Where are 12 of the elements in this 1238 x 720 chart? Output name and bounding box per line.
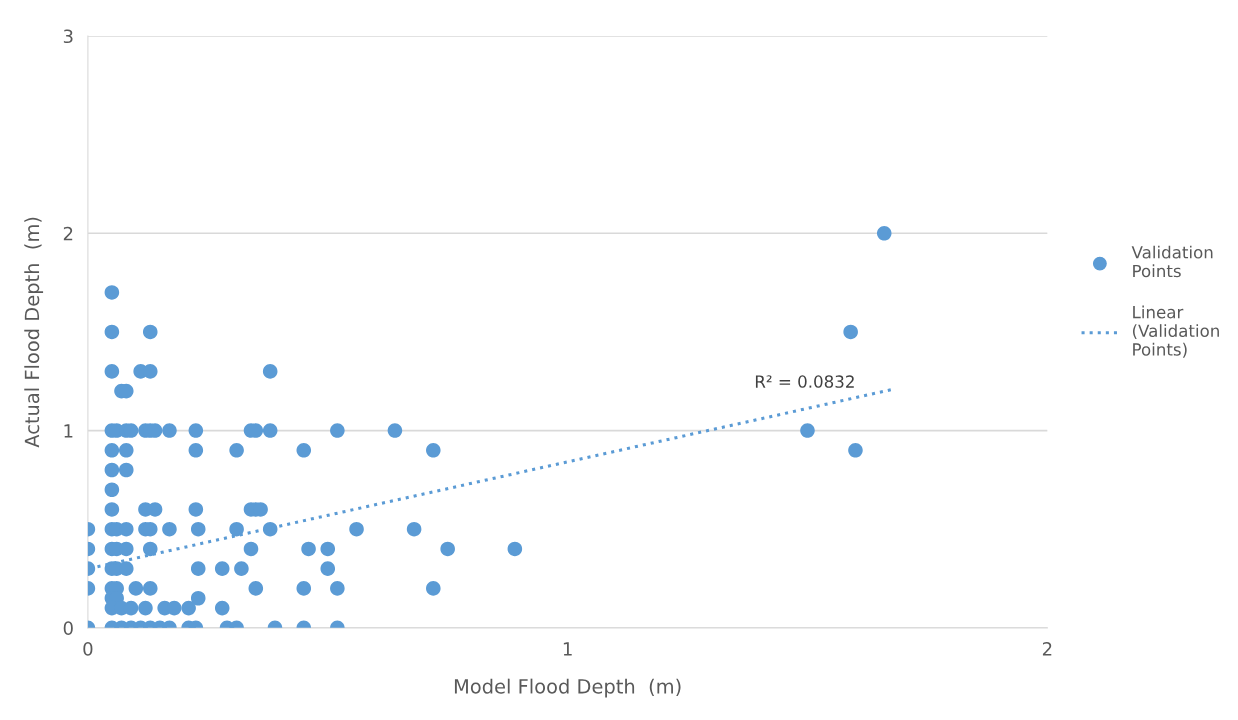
x-tick-label: 1 xyxy=(563,642,572,656)
x-tick-label: 0 xyxy=(83,642,93,656)
y-tick-label: 1 xyxy=(64,424,73,438)
x-tick-label: 2 xyxy=(1042,642,1052,656)
x-axis-title: Model Flood Depth (m) xyxy=(454,678,681,698)
y-axis-title: Actual Flood Depth (m) xyxy=(24,217,44,448)
y-tick-label: 2 xyxy=(63,226,73,241)
y-tick-label: 3 xyxy=(63,29,73,44)
annotation: R² = 0.0832 xyxy=(755,375,854,388)
legend-label: Validation Points xyxy=(1131,245,1213,278)
y-tick-label: 0 xyxy=(63,621,73,635)
legend-label: Linear (Validation Points) xyxy=(1132,305,1219,358)
